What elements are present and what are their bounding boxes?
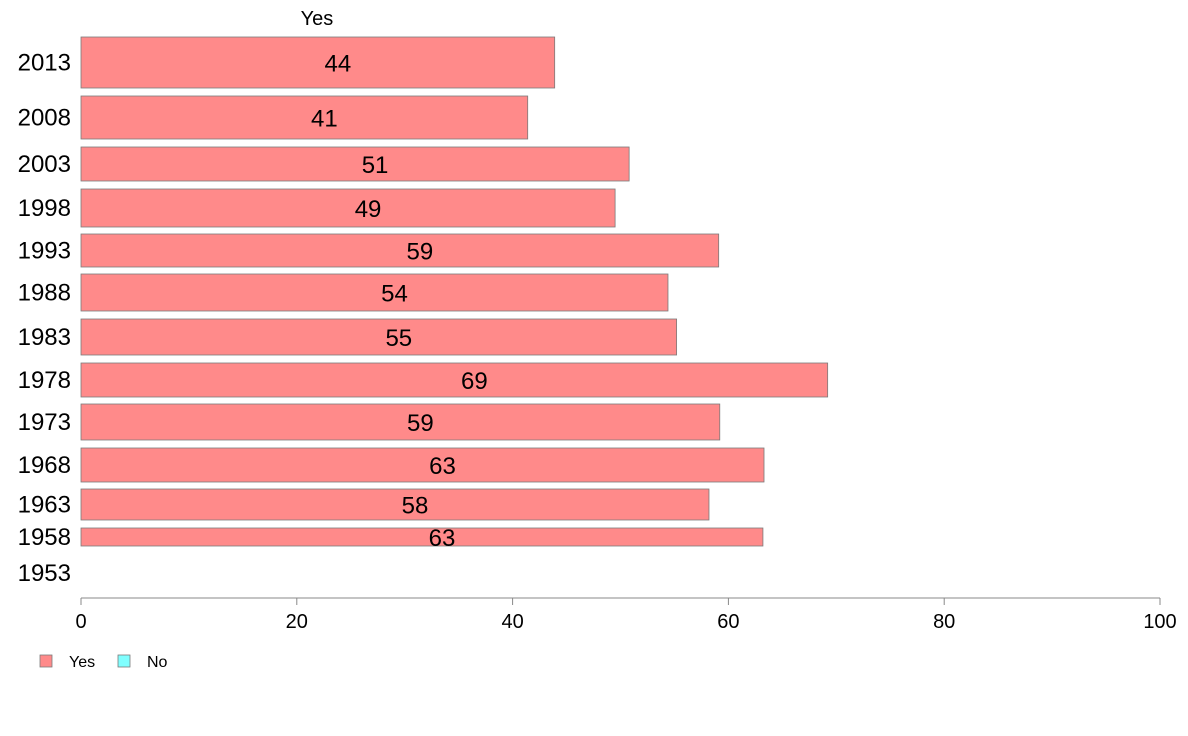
- x-tick-label-100: 100: [1143, 611, 1176, 633]
- legend-label-no: No: [147, 654, 168, 671]
- value-label-2008: 41: [311, 106, 338, 133]
- x-tick-label-0: 0: [75, 611, 86, 633]
- category-labels: 2013 2008 2003 1998 1993 1988 1983 1978 1973 1968…: [18, 50, 71, 588]
- bar-2008: [80, 95, 529, 140]
- category-label-1988: 1988: [18, 280, 71, 307]
- value-label-1978: 69: [461, 368, 488, 395]
- bar-1973: [80, 403, 721, 441]
- value-label-1988: 54: [381, 281, 408, 308]
- value-label-1968: 63: [429, 453, 456, 480]
- bar-1968: [80, 447, 765, 483]
- category-label-2008: 2008: [18, 105, 71, 132]
- bar-1963: [80, 488, 710, 521]
- x-tick-label-40: 40: [501, 611, 523, 633]
- bar-2003: [80, 146, 630, 182]
- bar-1993: [80, 233, 720, 268]
- category-label-1993: 1993: [18, 238, 71, 265]
- category-label-1963: 1963: [18, 492, 71, 519]
- value-label-2003: 51: [362, 152, 389, 179]
- category-label-1998: 1998: [18, 195, 71, 222]
- category-label-1958: 1958: [18, 524, 71, 551]
- value-label-1993: 59: [406, 239, 433, 266]
- category-label-1983: 1983: [18, 324, 71, 351]
- bar-1998: [80, 188, 616, 228]
- value-label-1973: 59: [407, 410, 434, 437]
- value-label-1983: 55: [385, 325, 412, 352]
- category-label-2003: 2003: [18, 151, 71, 178]
- x-tick-label-20: 20: [286, 611, 308, 633]
- legend: Yes No: [39, 654, 168, 671]
- legend-swatch-no: [117, 654, 131, 668]
- bar-1958: [80, 527, 764, 547]
- value-label-1963: 58: [402, 493, 429, 520]
- legend-label-yes: Yes: [69, 654, 95, 671]
- category-label-1968: 1968: [18, 452, 71, 479]
- x-tick-label-60: 60: [717, 611, 739, 633]
- category-label-2013: 2013: [18, 50, 71, 77]
- value-label-1998: 49: [355, 196, 382, 223]
- category-label-1973: 1973: [18, 409, 71, 436]
- bar-1988: [80, 273, 669, 312]
- bar-1983: [80, 318, 678, 356]
- x-axis: 0 20 40 60 80 100: [75, 597, 1177, 633]
- value-label-1958: 63: [429, 525, 456, 552]
- legend-swatch-yes: [39, 654, 53, 668]
- category-label-1953: 1953: [18, 560, 71, 587]
- value-label-2013: 44: [324, 51, 351, 78]
- column-header: Yes: [301, 8, 334, 30]
- bar-1978: [80, 362, 829, 398]
- bars-group: [80, 36, 829, 547]
- bar-2013: [80, 36, 556, 89]
- x-tick-label-80: 80: [933, 611, 955, 633]
- category-label-1978: 1978: [18, 367, 71, 394]
